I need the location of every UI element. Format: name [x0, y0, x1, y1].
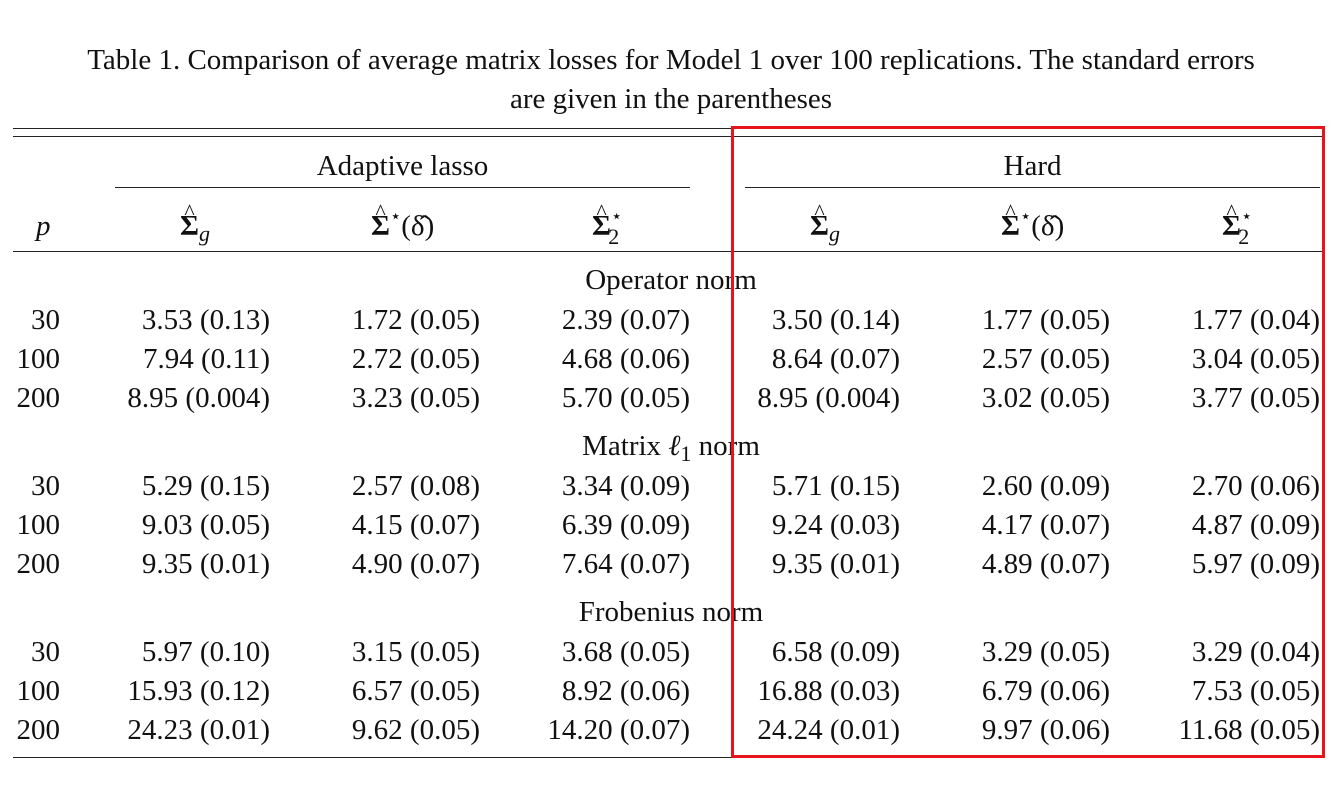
table-cell: 8.95 (0.004) [127, 382, 270, 414]
table-cell: 3.68 (0.05) [561, 636, 690, 668]
row-p-value: 100 [16, 675, 61, 707]
table-cell: 11.68 (0.05) [1178, 714, 1321, 746]
table-cell: 15.93 (0.12) [127, 675, 270, 707]
row-p-value: 100 [16, 343, 61, 375]
table-cell: 2.57 (0.05) [981, 343, 1110, 375]
table-cell: 4.17 (0.07) [981, 509, 1110, 541]
table-cell: 3.02 (0.05) [981, 382, 1110, 414]
table-cell: 3.53 (0.13) [141, 304, 270, 336]
header-rule [13, 251, 1322, 252]
table-cell: 7.53 (0.05) [1191, 675, 1320, 707]
row-p-value: 30 [31, 304, 60, 336]
table-cell: 1.72 (0.05) [351, 304, 480, 336]
table-cell: 4.90 (0.07) [351, 548, 480, 580]
table-cell: 9.03 (0.05) [141, 509, 270, 541]
table-caption-line-1: Table 1. Comparison of average matrix lo… [87, 44, 1255, 76]
table-cell: 5.70 (0.05) [561, 382, 690, 414]
table-cell: 9.35 (0.01) [141, 548, 270, 580]
table-cell: 4.68 (0.06) [561, 343, 690, 375]
table-cell: 5.97 (0.10) [141, 636, 270, 668]
table-cell: 3.23 (0.05) [351, 382, 480, 414]
table-cell: 14.20 (0.07) [547, 714, 690, 746]
table-cell: 2.39 (0.07) [561, 304, 690, 336]
table-cell: 4.89 (0.07) [981, 548, 1110, 580]
table-cell: 4.15 (0.07) [351, 509, 480, 541]
bottom-rule [13, 757, 1322, 758]
table-cell: 6.57 (0.05) [351, 675, 480, 707]
table-cell: 3.77 (0.05) [1191, 382, 1320, 414]
column-header-sigma-g-adaptive: Σ ^ g [180, 199, 210, 246]
top-rule-1 [13, 128, 1322, 129]
table-cell: 5.29 (0.15) [141, 470, 270, 502]
table-cell: 5.71 (0.15) [771, 470, 900, 502]
table-cell: 7.94 (0.11) [143, 343, 270, 375]
table-caption-line-2: are given in the parentheses [509, 83, 833, 115]
group-header-adaptive-lasso: Adaptive lasso [316, 150, 489, 182]
table-cell: 9.97 (0.06) [981, 714, 1110, 746]
column-header-sigma-star-2-adaptive: Σ ^ ⋆2 [592, 199, 623, 249]
table-cell: 9.62 (0.05) [351, 714, 480, 746]
table-cell: 1.77 (0.04) [1191, 304, 1320, 336]
table-cell: 2.57 (0.08) [351, 470, 480, 502]
table-cell: 3.04 (0.05) [1191, 343, 1320, 375]
table-cell: 3.29 (0.04) [1191, 636, 1320, 668]
row-p-value: 30 [31, 470, 60, 502]
table-cell: 5.97 (0.09) [1191, 548, 1320, 580]
highlight-box-hard-columns [731, 126, 1325, 758]
column-header-sigma-star-2-hard: Σ ^ ⋆2 [1222, 199, 1253, 249]
table-cell: 8.95 (0.004) [757, 382, 900, 414]
table-cell: 3.50 (0.14) [771, 304, 900, 336]
table-cell: 2.70 (0.06) [1191, 470, 1320, 502]
column-header-sigma-star-delta-adaptive: Σ ^ ⋆(δ̂) [371, 199, 435, 242]
table-cell: 24.24 (0.01) [757, 714, 900, 746]
table-cell: 9.35 (0.01) [771, 548, 900, 580]
column-header-sigma-star-delta-hard: Σ ^ ⋆(δ̂) [1001, 199, 1065, 242]
table-cell: 8.64 (0.07) [771, 343, 900, 375]
table-cell: 3.15 (0.05) [351, 636, 480, 668]
table-cell: 4.87 (0.09) [1191, 509, 1320, 541]
top-rule-2 [13, 136, 1322, 137]
table-cell: 2.72 (0.05) [351, 343, 480, 375]
table-cell: 6.79 (0.06) [981, 675, 1110, 707]
table-cell: 6.39 (0.09) [561, 509, 690, 541]
table-cell: 3.34 (0.09) [561, 470, 690, 502]
table-cell: 2.60 (0.09) [981, 470, 1110, 502]
hard-cmidrule [745, 187, 1320, 188]
row-p-value: 200 [16, 548, 61, 580]
group-header-hard: Hard [1003, 150, 1062, 182]
table-cell: 9.24 (0.03) [771, 509, 900, 541]
table-cell: 1.77 (0.05) [981, 304, 1110, 336]
adaptive-cmidrule [115, 187, 690, 188]
column-header-sigma-g-hard: Σ ^ g [810, 199, 840, 246]
row-p-value: 200 [16, 382, 61, 414]
row-p-value: 200 [16, 714, 61, 746]
column-header-p: p [36, 210, 51, 242]
table-cell: 16.88 (0.03) [757, 675, 900, 707]
row-p-value: 30 [31, 636, 60, 668]
section-title-matrix-l1-norm: Matrix ℓ1 norm [582, 430, 760, 466]
table-cell: 6.58 (0.09) [771, 636, 900, 668]
section-title-operator-norm: Operator norm [585, 264, 757, 296]
table-cell: 8.92 (0.06) [561, 675, 690, 707]
table-cell: 3.29 (0.05) [981, 636, 1110, 668]
row-p-value: 100 [16, 509, 61, 541]
table-cell: 7.64 (0.07) [561, 548, 690, 580]
table-cell: 24.23 (0.01) [127, 714, 270, 746]
